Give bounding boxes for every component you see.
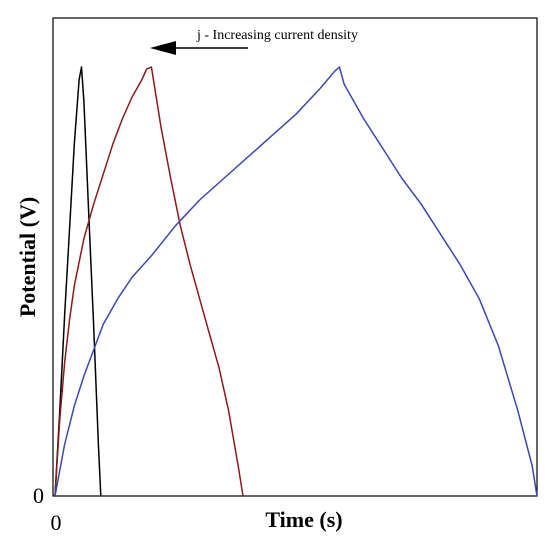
series-line-1: [54, 66, 102, 497]
plot-area: [52, 17, 538, 497]
plot-frame: [52, 17, 538, 497]
series-layer: [54, 66, 538, 497]
annotation: j - Increasing current density: [150, 28, 358, 55]
x-axis-title: Time (s): [265, 507, 342, 532]
series-line-2: [54, 66, 244, 497]
y-axis-title: Potential (V): [15, 197, 40, 317]
x-tick-label: 0: [51, 510, 62, 535]
y-tick-label: 0: [33, 483, 44, 508]
series-line-3: [54, 66, 538, 497]
annotation-arrowhead: [150, 41, 176, 55]
annotation-text: j - Increasing current density: [196, 28, 358, 43]
